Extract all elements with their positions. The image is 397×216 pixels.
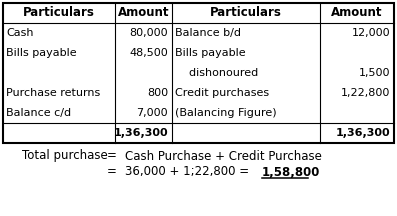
Bar [3, 3, 394, 143]
Text: dishonoured: dishonoured [175, 68, 258, 78]
Text: 36,000 + 1;22,800 =: 36,000 + 1;22,800 = [125, 165, 253, 178]
Text: Cash Purchase + Credit Purchase: Cash Purchase + Credit Purchase [125, 149, 322, 162]
Text: Amount: Amount [331, 6, 383, 19]
Text: 12,000: 12,000 [351, 28, 390, 38]
Text: Purchase returns: Purchase returns [6, 88, 100, 98]
Text: (Balancing Figure): (Balancing Figure) [175, 108, 277, 118]
Text: 1,22,800: 1,22,800 [341, 88, 390, 98]
Text: 800: 800 [147, 88, 168, 98]
Text: Amount: Amount [118, 6, 169, 19]
Text: Bills payable: Bills payable [6, 48, 77, 58]
Text: Balance b/d: Balance b/d [175, 28, 241, 38]
Text: Particulars: Particulars [210, 6, 282, 19]
Text: Particulars: Particulars [23, 6, 95, 19]
Text: 1,36,300: 1,36,300 [114, 128, 168, 138]
Text: Balance c/d: Balance c/d [6, 108, 71, 118]
Text: =: = [107, 149, 117, 162]
Text: Credit purchases: Credit purchases [175, 88, 269, 98]
Text: 80,000: 80,000 [129, 28, 168, 38]
Text: 48,500: 48,500 [129, 48, 168, 58]
Text: Bills payable: Bills payable [175, 48, 246, 58]
Text: =: = [107, 165, 117, 178]
Text: 1,500: 1,500 [358, 68, 390, 78]
Text: 7,000: 7,000 [137, 108, 168, 118]
Text: Total purchase: Total purchase [22, 149, 108, 162]
Text: 1,36,300: 1,36,300 [335, 128, 390, 138]
Text: Cash: Cash [6, 28, 33, 38]
Text: 1,58,800: 1,58,800 [262, 165, 320, 178]
